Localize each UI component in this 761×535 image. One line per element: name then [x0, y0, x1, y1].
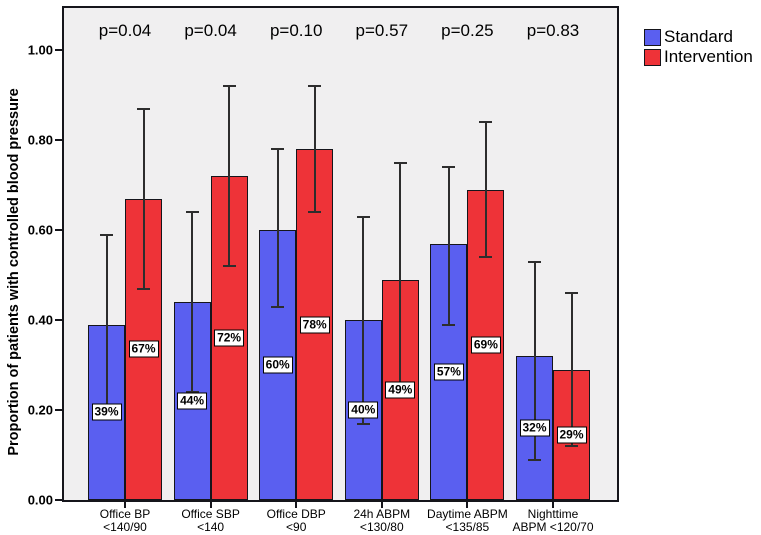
bar-value-label: 49%	[385, 381, 416, 399]
error-bar-line	[105, 234, 108, 410]
x-category-label: Nighttime ABPM <120/70	[512, 508, 593, 534]
error-bar-cap-top	[137, 107, 150, 110]
error-bar-line	[362, 216, 365, 424]
x-category-label-line: <130/80	[359, 520, 404, 534]
error-bar-line	[228, 86, 231, 266]
x-category-label: Office SBP <140	[181, 508, 239, 534]
y-tick-label: 1.00	[27, 42, 53, 58]
error-bar-cap-bottom	[185, 391, 199, 393]
error-bar-cap-top	[528, 260, 541, 263]
x-tick-mark	[466, 502, 469, 508]
legend-swatch-intervention	[644, 48, 661, 66]
y-tick-mark	[55, 139, 62, 141]
error-bar-line	[533, 261, 536, 460]
x-category-label-line: <135/85	[445, 520, 490, 534]
y-tick-label: 0.40	[27, 312, 53, 328]
error-bar-cap-bottom	[565, 445, 578, 447]
error-bar-cap-bottom	[479, 256, 493, 258]
y-tick-mark	[55, 319, 62, 321]
x-category-label: 24h ABPM <130/80	[353, 508, 410, 534]
error-bar-cap-top	[100, 233, 113, 236]
p-value-label: p=0.04	[184, 21, 237, 40]
x-category-label-line: Office BP	[99, 507, 151, 521]
x-category-label-line: <90	[286, 520, 307, 534]
bar-value-label: 29%	[556, 426, 587, 444]
legend-item: Standard	[644, 27, 753, 47]
x-category-label-line: Office DBP	[266, 507, 326, 521]
error-bar-line	[447, 167, 450, 325]
error-bar-cap-top	[565, 292, 578, 294]
x-tick-mark	[124, 502, 126, 508]
p-value-label: p=0.10	[269, 21, 323, 40]
legend: Standard Intervention	[644, 27, 753, 67]
error-bar-cap-top	[308, 85, 322, 87]
y-tick-mark	[55, 409, 62, 411]
error-bar-cap-bottom	[356, 422, 370, 425]
bar-value-label: 39%	[91, 403, 122, 421]
x-category-label-line: Daytime ABPM	[427, 507, 508, 521]
error-bar-cap-top	[356, 215, 370, 218]
error-bar-cap-bottom	[308, 211, 322, 213]
y-tick-mark	[55, 229, 62, 231]
bar-value-label: 32%	[519, 419, 550, 437]
x-tick-mark	[295, 502, 298, 508]
x-category-label-line: Nighttime	[527, 507, 579, 521]
legend-label: Intervention	[664, 47, 753, 66]
x-tick-mark	[552, 502, 554, 508]
x-category-label-line: Office SBP	[181, 507, 240, 521]
error-bar-cap-bottom	[222, 265, 236, 267]
y-tick-label: 0.00	[27, 492, 53, 508]
error-bar-cap-top	[442, 166, 456, 168]
x-category-label-line: <140	[197, 520, 225, 534]
bar-value-label: 60%	[262, 356, 293, 374]
legend-label: Standard	[664, 27, 733, 46]
y-tick-label: 0.60	[27, 222, 53, 238]
y-tick-mark	[55, 49, 62, 51]
bar-value-label: 78%	[299, 316, 330, 333]
bar-value-label: 69%	[470, 336, 501, 354]
error-bar-cap-bottom	[271, 305, 285, 308]
y-tick-label: 0.20	[27, 402, 53, 418]
p-value-label: p=0.25	[441, 21, 494, 40]
bar-value-label: 67%	[128, 340, 159, 358]
error-bar-cap-top	[222, 85, 236, 87]
error-bar-cap-bottom	[442, 323, 456, 326]
error-bar-cap-bottom	[528, 458, 541, 461]
bar-value-label: 44%	[177, 392, 208, 410]
p-value-label: p=0.83	[526, 21, 580, 40]
p-value-label: p=0.57	[355, 21, 409, 40]
bar-value-label: 57%	[433, 363, 464, 381]
error-bar-line	[142, 108, 145, 289]
x-category-label-line: ABPM <120/70	[512, 520, 594, 534]
legend-swatch-standard	[644, 28, 661, 46]
x-category-label: Daytime ABPM <135/85	[427, 508, 508, 534]
error-bar-line	[191, 212, 194, 392]
error-bar-line	[484, 122, 487, 257]
error-bar-line	[276, 149, 279, 307]
p-value-label: p=0.04	[98, 21, 152, 40]
legend-item: Intervention	[644, 47, 753, 67]
error-bar-line	[313, 86, 316, 212]
error-bar-line	[399, 162, 402, 392]
x-category-label-line: 24h ABPM	[353, 507, 411, 521]
y-tick-label: 0.80	[27, 132, 53, 148]
error-bar-line	[570, 293, 573, 446]
x-category-label: Office BP <140/90	[100, 508, 150, 534]
x-tick-mark	[380, 502, 383, 508]
error-bar-cap-top	[271, 148, 285, 150]
x-tick-mark	[209, 502, 212, 508]
y-tick-mark	[55, 499, 62, 501]
x-category-label: Office DBP <90	[267, 508, 326, 534]
bar-value-label: 40%	[348, 401, 379, 419]
error-bar-cap-top	[479, 121, 493, 123]
plot-area: 39% 44% 60% 40% 57% 32% 67% 72% 78% 49% 69% 29% p=0.…	[62, 6, 619, 502]
error-bar-cap-top	[393, 161, 407, 164]
error-bar-cap-bottom	[137, 287, 150, 290]
error-bar-cap-top	[185, 211, 199, 213]
bar-value-label: 72%	[214, 329, 245, 347]
x-category-label-line: <140/90	[103, 520, 147, 534]
